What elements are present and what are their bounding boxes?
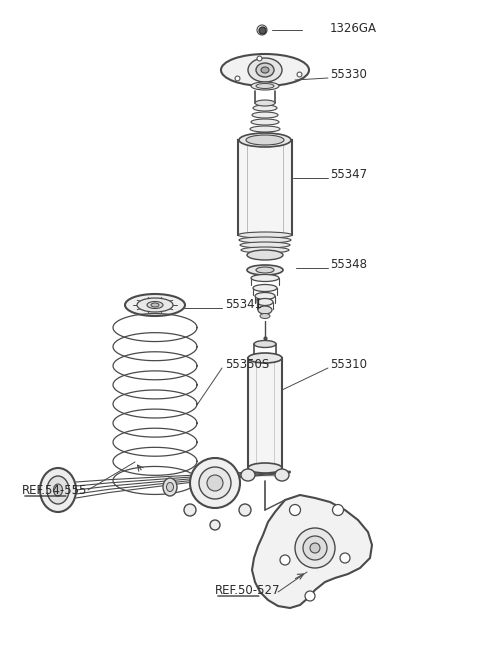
- Text: 55350S: 55350S: [225, 358, 269, 371]
- Ellipse shape: [256, 267, 274, 273]
- Text: REF.54-555: REF.54-555: [22, 483, 87, 496]
- Ellipse shape: [254, 354, 276, 362]
- Text: 1326GA: 1326GA: [330, 22, 377, 35]
- Ellipse shape: [250, 126, 280, 132]
- Ellipse shape: [275, 469, 289, 481]
- Ellipse shape: [199, 467, 231, 499]
- Ellipse shape: [125, 294, 185, 316]
- Ellipse shape: [303, 536, 327, 560]
- Ellipse shape: [253, 284, 277, 291]
- Ellipse shape: [256, 83, 274, 88]
- Ellipse shape: [257, 299, 273, 305]
- Ellipse shape: [248, 463, 282, 473]
- Text: 55330: 55330: [330, 69, 367, 81]
- Ellipse shape: [254, 341, 276, 348]
- Ellipse shape: [246, 135, 284, 145]
- Ellipse shape: [249, 133, 281, 139]
- Ellipse shape: [151, 303, 159, 307]
- Ellipse shape: [247, 250, 283, 260]
- Bar: [238, 140, 292, 235]
- Ellipse shape: [280, 555, 290, 565]
- Ellipse shape: [241, 247, 289, 253]
- Ellipse shape: [239, 504, 251, 516]
- Ellipse shape: [260, 314, 270, 318]
- Ellipse shape: [210, 520, 220, 530]
- Ellipse shape: [221, 54, 309, 86]
- Ellipse shape: [253, 105, 277, 111]
- Text: 55347: 55347: [330, 168, 367, 181]
- Ellipse shape: [47, 476, 69, 504]
- Ellipse shape: [190, 458, 240, 508]
- Ellipse shape: [289, 504, 300, 515]
- Text: 55341: 55341: [225, 299, 262, 312]
- Ellipse shape: [248, 353, 282, 363]
- Ellipse shape: [251, 119, 279, 125]
- Ellipse shape: [256, 63, 274, 77]
- Polygon shape: [252, 495, 372, 608]
- Ellipse shape: [333, 504, 344, 515]
- Ellipse shape: [251, 274, 279, 282]
- Ellipse shape: [147, 301, 163, 309]
- Ellipse shape: [295, 528, 335, 568]
- Ellipse shape: [310, 543, 320, 553]
- Ellipse shape: [247, 265, 283, 275]
- Text: 55348: 55348: [330, 259, 367, 272]
- Ellipse shape: [251, 82, 279, 90]
- Ellipse shape: [163, 478, 177, 496]
- Ellipse shape: [167, 483, 173, 491]
- Ellipse shape: [53, 484, 62, 496]
- Ellipse shape: [184, 504, 196, 516]
- Ellipse shape: [240, 242, 290, 248]
- Bar: [248, 358, 282, 468]
- Ellipse shape: [241, 469, 255, 481]
- Ellipse shape: [248, 58, 282, 82]
- Text: REF.50-527: REF.50-527: [215, 584, 280, 597]
- Ellipse shape: [261, 67, 269, 73]
- Text: 55310: 55310: [330, 358, 367, 371]
- Ellipse shape: [239, 237, 291, 243]
- Ellipse shape: [207, 475, 223, 491]
- Ellipse shape: [340, 553, 350, 563]
- Ellipse shape: [238, 232, 292, 238]
- Ellipse shape: [255, 100, 275, 106]
- Ellipse shape: [258, 306, 272, 314]
- Ellipse shape: [40, 468, 76, 512]
- Ellipse shape: [305, 591, 315, 601]
- Ellipse shape: [239, 133, 291, 147]
- Ellipse shape: [137, 298, 173, 312]
- Ellipse shape: [255, 293, 275, 299]
- Ellipse shape: [252, 112, 278, 118]
